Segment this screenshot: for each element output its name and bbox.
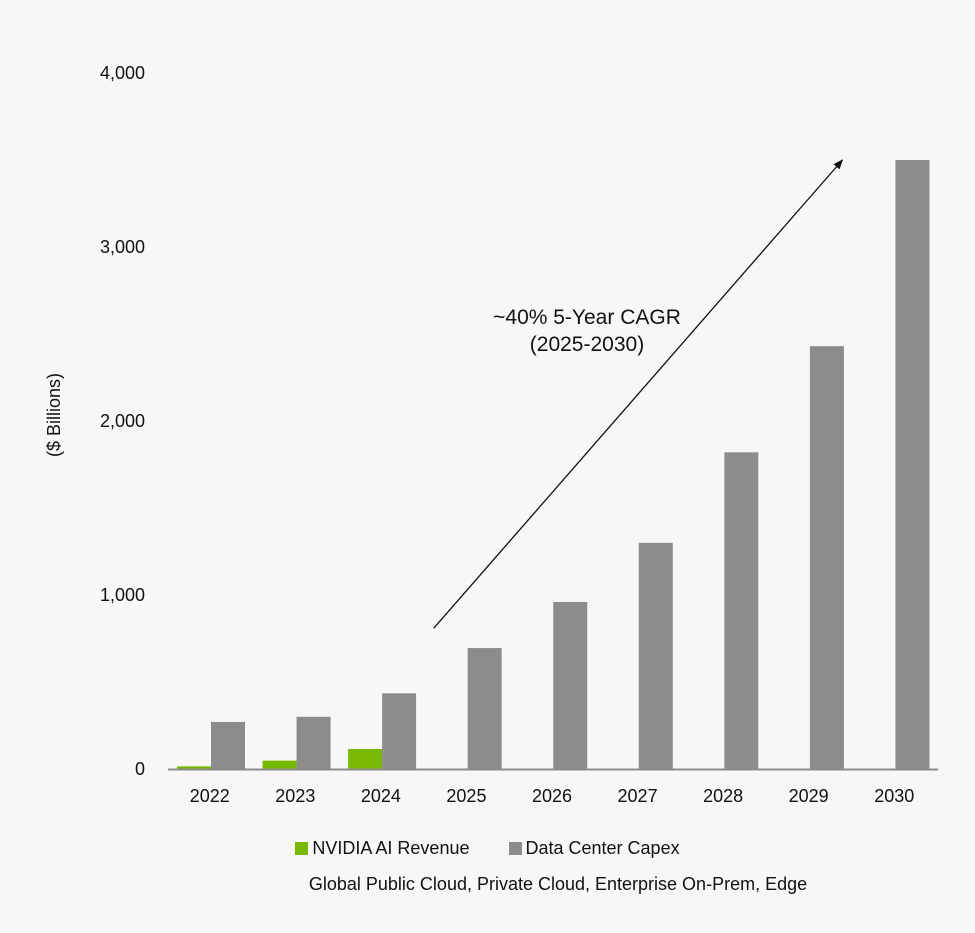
bar-data-center-capex — [211, 722, 245, 769]
x-tick-label: 2027 — [618, 786, 658, 806]
x-tick-label: 2024 — [361, 786, 401, 806]
x-axis-ticks: 2022 2023 2024 2025 2026 2027 2028 2029 2030 — [190, 786, 914, 806]
chart-footnote: Global Public Cloud, Private Cloud, Ente… — [308, 874, 808, 894]
x-tick-label: 2022 — [190, 786, 230, 806]
bar-data-center-capex — [809, 346, 844, 769]
bars — [177, 160, 930, 769]
legend-swatch-capex — [508, 842, 522, 855]
cagr-annotation-line-1: ~40% 5-Year CAGR — [493, 306, 681, 329]
y-axis-ticks: 0 1,000 2,000 3,000 4,000 — [100, 63, 145, 779]
legend-item-nvidia: NVIDIA AI Revenue — [295, 838, 469, 859]
x-tick-label: 2026 — [532, 786, 572, 806]
y-tick-label: 0 — [135, 759, 145, 779]
bar-data-center-capex — [296, 716, 331, 769]
y-axis-label: ($ Billions) — [44, 373, 64, 457]
x-tick-label: 2025 — [446, 786, 486, 806]
x-tick-label: 2030 — [874, 786, 914, 806]
x-tick-label: 2029 — [789, 786, 829, 806]
y-tick-label: 3,000 — [100, 237, 145, 257]
legend-item-capex: Data Center Capex — [508, 838, 680, 859]
bar-data-center-capex — [638, 542, 673, 769]
legend-label-nvidia: NVIDIA AI Revenue — [312, 838, 470, 858]
bar-data-center-capex — [553, 601, 588, 769]
y-tick-label: 4,000 — [100, 63, 145, 83]
y-tick-label: 1,000 — [100, 585, 145, 605]
cagr-annotation-line-2: (2025-2030) — [530, 333, 644, 356]
bar-data-center-capex — [724, 452, 759, 769]
legend-label-capex: Data Center Capex — [525, 838, 680, 858]
legend: NVIDIA AI Revenue Data Center Capex — [0, 838, 975, 860]
bar-data-center-capex — [382, 693, 417, 769]
cagr-arrow — [433, 159, 844, 629]
bar-nvidia-ai-revenue — [177, 766, 211, 769]
bar-nvidia-ai-revenue — [262, 760, 297, 769]
bar-nvidia-ai-revenue — [348, 748, 383, 769]
bar-data-center-capex — [467, 648, 502, 769]
y-tick-label: 2,000 — [100, 411, 145, 431]
x-tick-label: 2028 — [703, 786, 743, 806]
x-tick-label: 2023 — [275, 786, 315, 806]
legend-swatch-nvidia — [295, 842, 309, 855]
bar-data-center-capex — [895, 160, 930, 769]
